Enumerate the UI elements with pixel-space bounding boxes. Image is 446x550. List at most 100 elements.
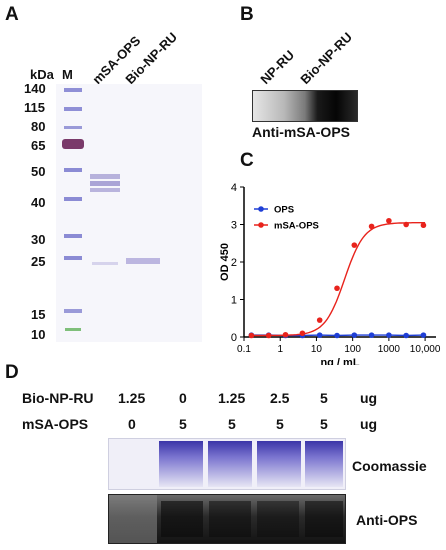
d-row0-val3: 2.5	[270, 390, 290, 406]
marker-10: 10	[31, 327, 46, 342]
panel-a-letter: A	[5, 4, 19, 25]
y-tick-label: 1	[231, 295, 237, 307]
y-axis-label: OD 450	[219, 243, 231, 281]
anti-ops-blot	[108, 494, 346, 544]
d-row0-val2: 1.25	[218, 390, 246, 406]
marker-band-65	[62, 139, 84, 149]
bio-np-ru-band	[126, 258, 160, 264]
blot-b-caption: Anti-mSA-OPS	[252, 124, 350, 140]
point-mSA-OPS	[368, 223, 375, 230]
marker-band-115	[64, 107, 82, 111]
point-OPS	[334, 332, 340, 339]
point-OPS	[351, 332, 358, 338]
legend-label-OPS: OPS	[274, 205, 294, 216]
legend-marker-mSA-OPS	[258, 222, 264, 228]
coomassie-lane-3	[208, 441, 252, 487]
panel-d-letter: D	[5, 362, 19, 383]
d-row0-val4: 5	[320, 390, 328, 406]
d-row1-unit: ug	[360, 416, 378, 432]
marker-band-10	[65, 328, 81, 331]
x-tick-label: 10,000	[410, 344, 441, 355]
d-row1-val2: 5	[228, 416, 236, 432]
marker-25: 25	[31, 254, 46, 269]
y-tick-label: 3	[231, 220, 237, 232]
lane-label-np-ru: NP-RU	[257, 47, 298, 87]
point-mSA-OPS	[248, 332, 255, 339]
marker-band-25	[64, 256, 82, 260]
panel-c-letter: C	[240, 150, 254, 171]
coomassie-lane-4	[257, 441, 301, 487]
series-line-mSA-OPS	[251, 222, 426, 337]
anti-ops-label: Anti-OPS	[356, 512, 418, 528]
point-mSA-OPS	[420, 222, 427, 229]
marker-115: 115	[24, 100, 45, 115]
msa-ops-band-1	[90, 174, 120, 179]
anti-ops-bands	[109, 495, 343, 543]
x-tick-label: 10	[311, 344, 323, 355]
point-OPS	[316, 332, 323, 338]
kda-label: kDa	[30, 67, 54, 82]
d-row1-val1: 5	[179, 416, 187, 432]
point-OPS	[386, 332, 392, 338]
marker-band-30	[64, 234, 82, 238]
point-mSA-OPS	[403, 221, 409, 228]
point-OPS	[403, 332, 409, 339]
x-tick-label: 1000	[378, 344, 401, 355]
d-row1-val0: 0	[128, 416, 136, 432]
x-tick-label: 100	[344, 344, 361, 355]
d-row0-val0: 1.25	[118, 390, 146, 406]
point-mSA-OPS	[386, 217, 392, 224]
western-blot-b	[252, 90, 358, 122]
coomassie-lane-5	[305, 441, 343, 487]
point-mSA-OPS	[351, 242, 358, 248]
y-tick-label: 4	[231, 182, 237, 194]
msa-ops-band-4	[92, 262, 118, 265]
x-tick-label: 1	[277, 344, 283, 355]
point-mSA-OPS	[282, 331, 289, 338]
marker-140: 140	[24, 81, 46, 96]
point-mSA-OPS	[265, 332, 272, 339]
msa-ops-band-2	[90, 181, 120, 186]
marker-band-140	[64, 88, 82, 92]
coomassie-label: Coomassie	[352, 458, 427, 474]
point-mSA-OPS	[334, 285, 340, 292]
marker-band-15	[64, 309, 82, 313]
marker-band-50	[64, 168, 82, 172]
marker-30: 30	[31, 232, 46, 247]
point-mSA-OPS	[299, 330, 306, 337]
row-label-msa-ops: mSA-OPS	[22, 416, 89, 432]
point-OPS	[368, 332, 375, 338]
lane-label-bio-np-ru-b: Bio-NP-RU	[297, 29, 355, 87]
x-axis-label: ng / mL	[320, 357, 359, 365]
y-tick-label: 2	[231, 257, 237, 269]
row-label-bio-np-ru: Bio-NP-RU	[22, 390, 94, 406]
d-row1-val4: 5	[320, 416, 328, 432]
coomassie-bands	[159, 441, 343, 487]
point-OPS	[420, 332, 427, 338]
msa-ops-band-3	[90, 188, 120, 192]
y-tick-label: 0	[231, 332, 237, 344]
x-tick-label: 0.1	[237, 344, 251, 355]
legend-marker-OPS	[258, 206, 264, 212]
coomassie-lane-2	[159, 441, 203, 487]
anti-ops-lane-3	[209, 501, 251, 537]
marker-50: 50	[31, 164, 46, 179]
marker-65: 65	[31, 138, 46, 153]
d-row0-unit: ug	[360, 390, 378, 406]
marker-40: 40	[31, 195, 46, 210]
anti-ops-lane-5	[305, 501, 343, 537]
point-mSA-OPS	[316, 317, 323, 323]
marker-lane-label: M	[62, 67, 73, 82]
sds-page-gel	[56, 84, 202, 342]
legend-label-mSA-OPS: mSA-OPS	[274, 221, 319, 232]
marker-band-40	[64, 197, 82, 201]
anti-ops-lane-2	[161, 501, 203, 537]
elisa-chart: 0 1 2 3 4 0.1 1 10 100 1000 10,000 ng / mL OD 450 OPS…	[219, 182, 441, 365]
anti-ops-lane-1	[109, 495, 157, 543]
panel-b-letter: B	[240, 4, 254, 25]
marker-band-80	[64, 126, 82, 129]
marker-80: 80	[31, 119, 46, 134]
anti-ops-lane-4	[257, 501, 299, 537]
d-row0-val1: 0	[179, 390, 187, 406]
gel-bands	[62, 88, 160, 331]
